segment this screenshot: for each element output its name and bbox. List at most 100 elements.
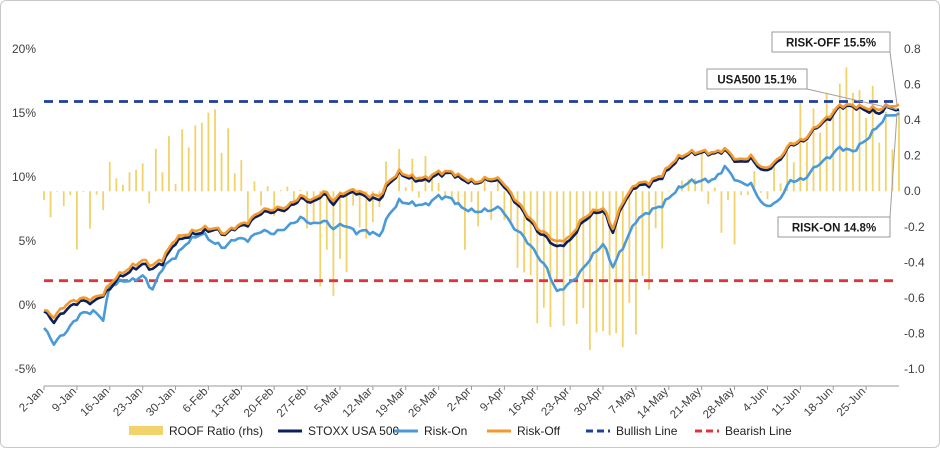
roof-ratio-bar	[313, 191, 315, 221]
right-y-tick-label: -0.4	[904, 255, 925, 269]
roof-ratio-bar	[530, 191, 532, 275]
right-y-tick-label: 0.4	[904, 113, 921, 127]
left-y-tick-label: 15%	[12, 106, 36, 120]
risk-off-line	[44, 104, 899, 318]
stoxx-usa-500-line	[44, 106, 899, 323]
right-y-tick-label: -1.0	[904, 362, 925, 376]
roof-ratio-bar	[701, 152, 703, 191]
roof-ratio-bar	[240, 160, 242, 191]
roof-ratio-bar	[194, 125, 196, 191]
roof-ratio-bar	[740, 191, 742, 195]
roof-ratio-bar	[813, 108, 815, 191]
right-y-tick-label: -0.8	[904, 326, 925, 340]
x-tick-label: 30-Jan	[144, 386, 177, 419]
x-tick-label: 23-Jan	[111, 386, 144, 419]
x-tick-label: 27-Feb	[275, 386, 309, 420]
roof-ratio-bar	[747, 191, 749, 195]
roof-ratio-bar	[76, 191, 78, 249]
callout-label: USA500 15.1%	[717, 75, 796, 87]
roof-ratio-bar	[208, 113, 210, 192]
roof-ratio-bar	[648, 191, 650, 290]
x-tick-label: 2-Apr	[445, 386, 473, 414]
callout-leader-line	[890, 52, 897, 104]
roof-ratio-bar	[135, 170, 137, 191]
x-tick-label: 21-May	[668, 385, 704, 421]
roof-ratio-bar	[721, 191, 723, 233]
legend-swatch-roof-ratio-rhs	[129, 426, 163, 435]
left-y-axis: -5%0%5%10%15%20%	[12, 42, 36, 376]
roof-ratio-bar	[63, 191, 65, 206]
roof-ratio-bar	[438, 183, 440, 191]
roof-ratio-bar	[839, 84, 841, 192]
roof-ratio-bar	[425, 156, 427, 191]
roof-ratio-bar	[845, 68, 847, 192]
roof-ratio-bar	[188, 147, 190, 191]
left-y-tick-label: 10%	[12, 170, 36, 184]
roof-ratio-bar	[556, 191, 558, 280]
roof-ratio-bar	[767, 191, 769, 199]
left-y-tick-label: 0%	[19, 298, 37, 312]
roof-ratio-bar	[471, 191, 473, 202]
roof-ratio-bar	[300, 190, 302, 191]
x-tick-label: 30-Apr	[572, 386, 605, 419]
x-tick-label: 11-Jun	[770, 386, 803, 419]
roof-ratio-bar	[254, 181, 256, 191]
right-y-axis: -1.0-0.8-0.6-0.4-0.20.00.20.40.60.8	[904, 42, 925, 376]
roof-ratio-bar	[832, 109, 834, 192]
roof-ratio-bar	[102, 191, 104, 210]
x-tick-label: 7-May	[607, 385, 638, 416]
x-tick-label: 18-Jun	[802, 386, 835, 419]
x-tick-label: 20-Feb	[242, 386, 276, 420]
legend-label-bullish-line: Bullish Line	[616, 424, 678, 438]
series-lines	[44, 104, 899, 345]
roof-ratio-bar	[484, 180, 486, 191]
left-y-tick-label: 20%	[12, 42, 36, 56]
roof-ratio-bar	[43, 191, 45, 200]
roof-ratio-bar	[694, 179, 696, 192]
roof-ratio-bar	[129, 172, 131, 191]
roof-ratio-bar	[490, 191, 492, 220]
callout-leader-line	[890, 113, 897, 217]
callouts: RISK-OFF 15.5%USA500 15.1%RISK-ON 14.8%	[707, 32, 897, 237]
roof-ratio-bar	[359, 191, 361, 227]
roof-ratio-bar	[523, 191, 525, 272]
roof-ratio-bar	[286, 187, 288, 192]
roof-ratio-bar	[181, 130, 183, 192]
x-tick-label: 6-Feb	[181, 386, 211, 416]
legend-label-stoxx-usa-500: STOXX USA 500	[308, 424, 399, 438]
roof-ratio-bar	[405, 187, 407, 191]
roof-ratio-bar	[418, 191, 420, 197]
roof-ratio-bar	[122, 185, 124, 192]
roof-ratio-bar	[773, 166, 775, 191]
roof-ratio-bar	[346, 191, 348, 272]
roof-ratio-bar	[319, 191, 321, 286]
roof-ratio-bar	[221, 153, 223, 191]
left-y-tick-label: 5%	[19, 234, 37, 248]
right-y-tick-label: -0.6	[904, 291, 925, 305]
roof-ratio-bar	[227, 128, 229, 191]
callout-label: RISK-OFF 15.5%	[786, 38, 876, 50]
x-tick-label: 26-Mar	[406, 386, 440, 420]
roof-ratio-bar	[780, 183, 782, 191]
x-tick-label: 25-Jun	[835, 386, 868, 419]
threshold-lines	[44, 101, 899, 280]
roof-ratio-bar	[576, 191, 578, 324]
roof-ratio-bar	[168, 136, 170, 191]
x-tick-label: 16-Apr	[506, 386, 539, 419]
roof-ratio-bar	[247, 191, 249, 222]
roof-ratio-bar	[707, 191, 709, 204]
roof-ratio-bar	[267, 186, 269, 191]
roof-ratio-bar	[142, 163, 144, 191]
right-y-tick-label: 0.0	[904, 184, 921, 198]
roof-ratio-bar	[628, 191, 630, 303]
roof-ratio-bar	[260, 191, 262, 205]
roof-ratio-bar	[622, 191, 624, 347]
roof-ratio-bar	[83, 191, 85, 192]
x-tick-label: 16-Jan	[79, 386, 112, 419]
roof-ratio-bar	[582, 191, 584, 308]
roof-ratio-bar	[280, 190, 282, 191]
roof-ratio-bar	[69, 191, 71, 195]
roof-ratio-bar	[201, 123, 203, 192]
